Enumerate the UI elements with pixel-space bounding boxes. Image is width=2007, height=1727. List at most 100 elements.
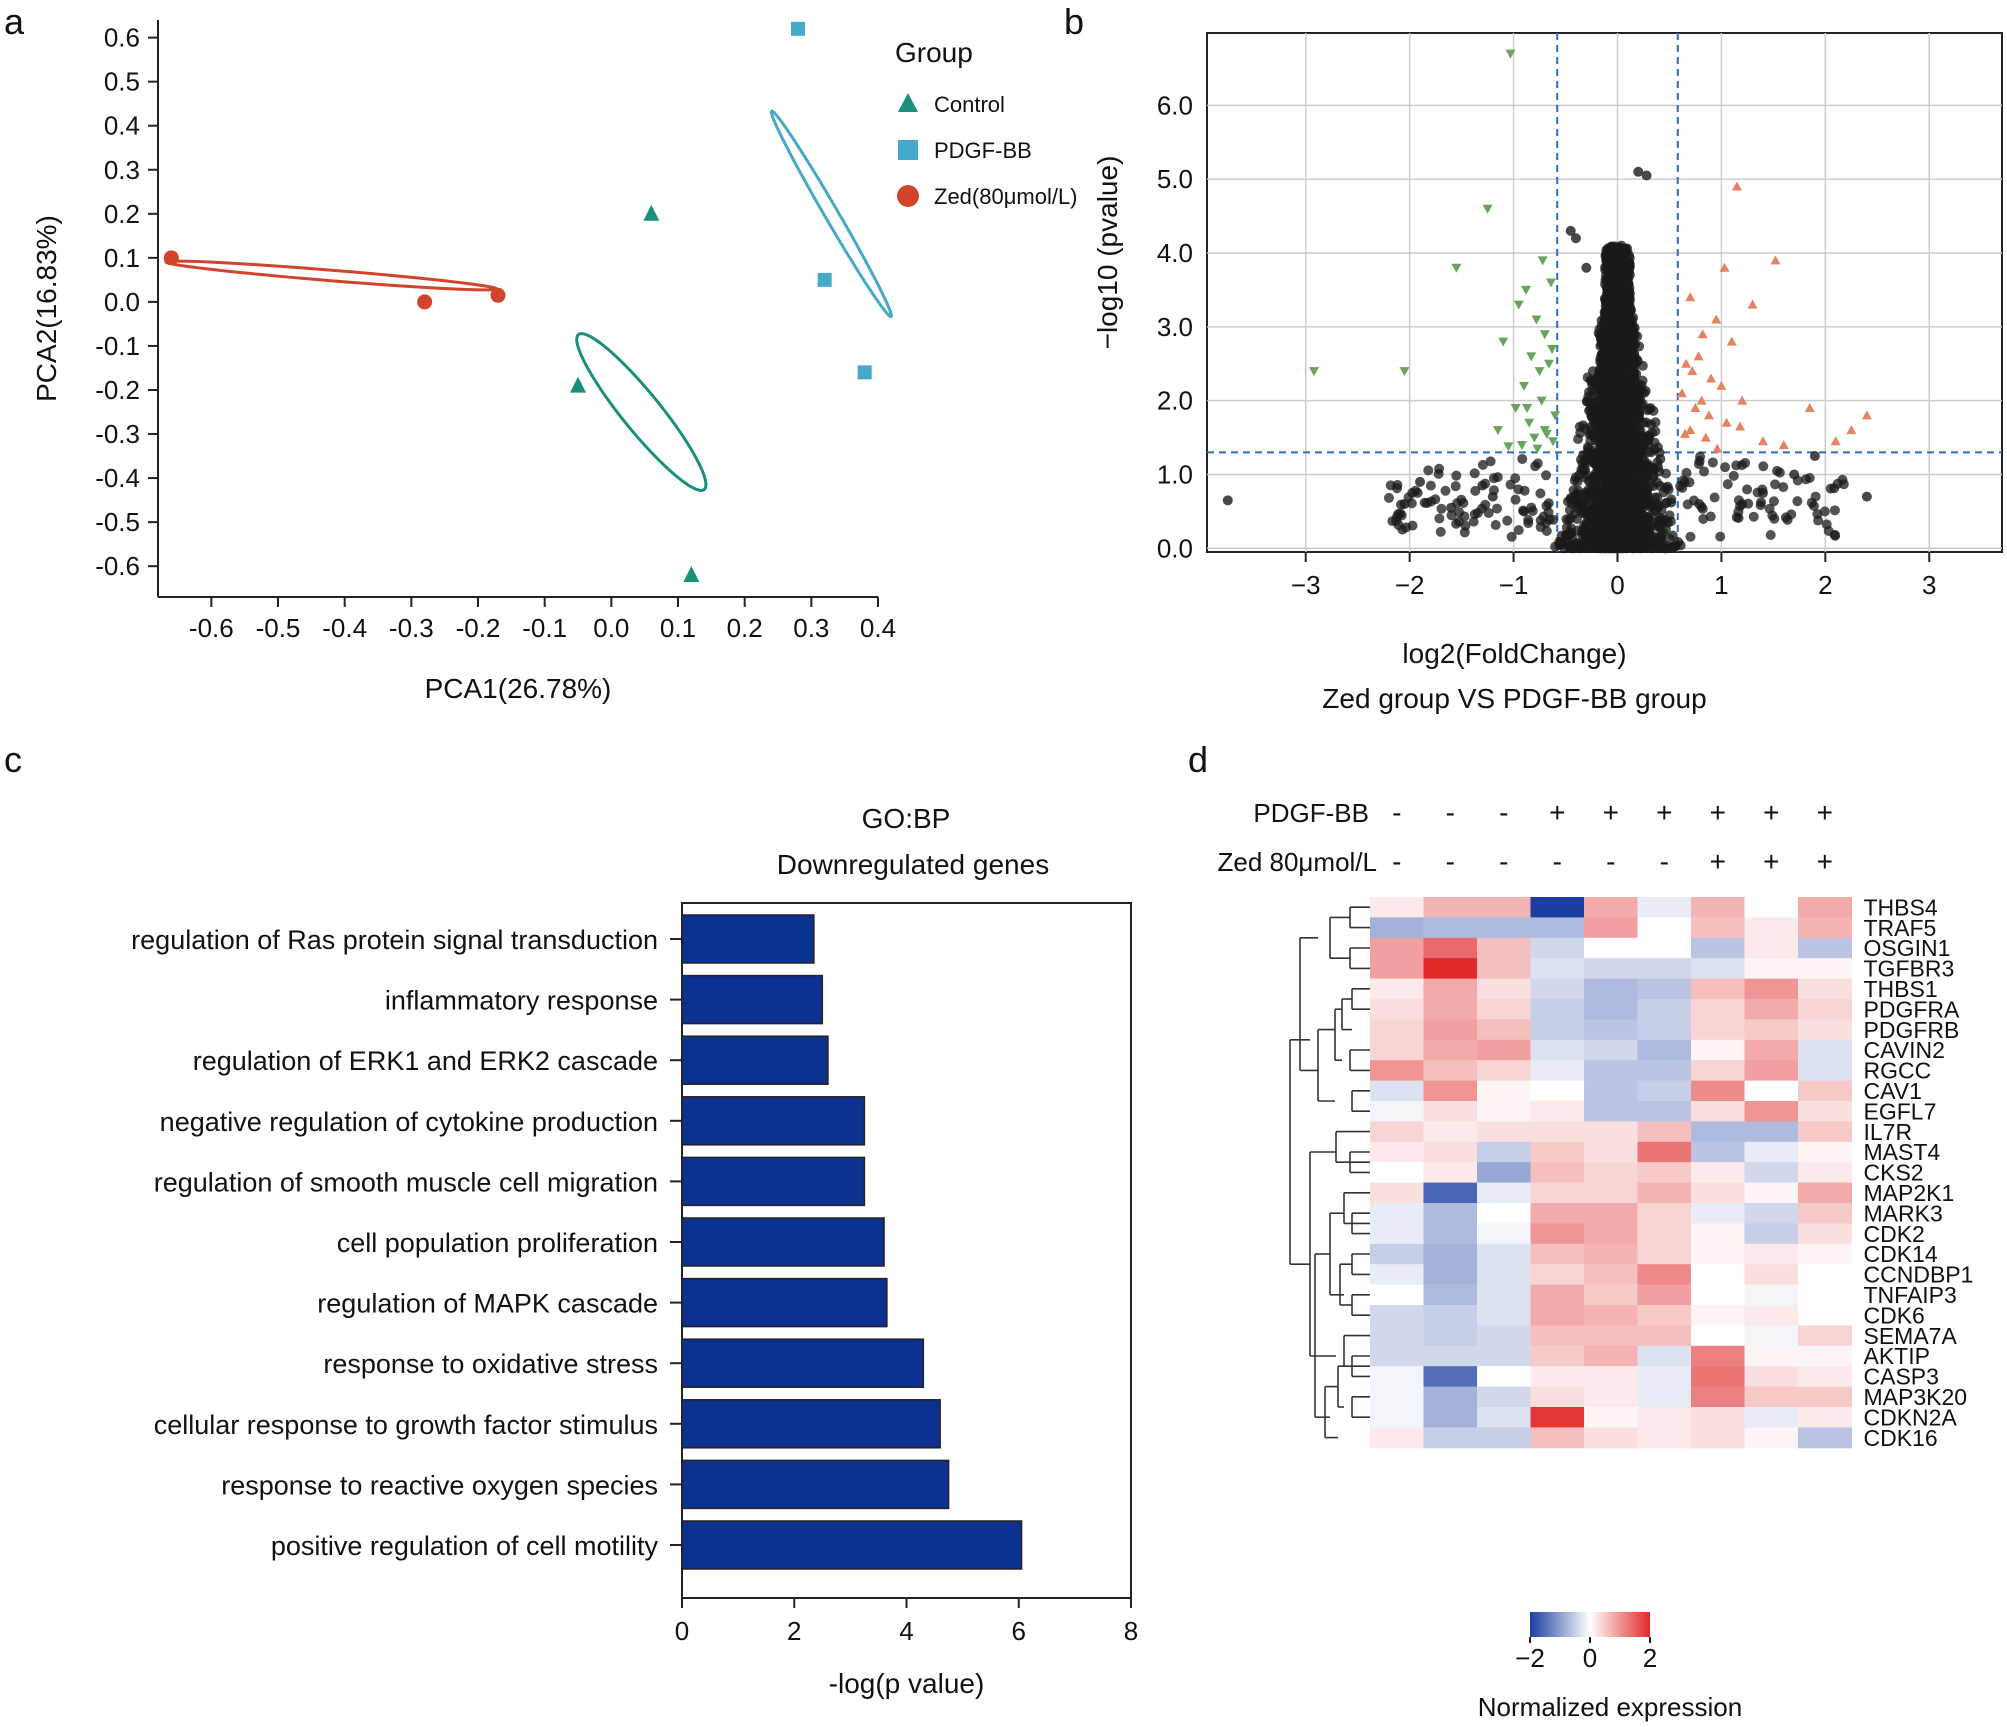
heatmap-cell [1637, 897, 1692, 918]
up-point [1721, 417, 1732, 427]
heatmap-cell [1691, 1427, 1745, 1449]
heatmap-cell [1423, 999, 1478, 1020]
heatmap-cell [1691, 1203, 1745, 1224]
heatmap-cell [1370, 937, 1424, 959]
treatment-sign: + [1710, 846, 1726, 877]
gene-label: MAST4 [1864, 1139, 1941, 1165]
heatmap-cell [1798, 1407, 1852, 1428]
ns-point [1792, 496, 1803, 507]
gene-label: RGCC [1864, 1058, 1932, 1084]
heatmap-cell [1691, 1325, 1745, 1347]
up-point [1711, 314, 1722, 324]
heatmap-cell [1798, 1182, 1852, 1204]
x-tick-label: 8 [1124, 1616, 1138, 1646]
down-point [1543, 359, 1554, 369]
ns-point [1628, 454, 1639, 465]
x-tick-label: -0.5 [256, 613, 301, 643]
panel-label-c: c [4, 739, 22, 780]
ns-point [1628, 312, 1639, 323]
heatmap-cell [1530, 1060, 1585, 1082]
ns-point [1470, 485, 1481, 496]
ns-point [1637, 398, 1648, 409]
colorbar-tick-label: −2 [1515, 1643, 1545, 1673]
heatmap-cell [1584, 1182, 1638, 1204]
y-tick-label: 0.5 [104, 67, 140, 97]
x-tick-label: 0.1 [660, 613, 696, 643]
y-tick-label: -0.4 [95, 463, 140, 493]
heatmap-cell [1691, 1141, 1745, 1163]
y-tick-label: -0.1 [95, 331, 140, 361]
up-point [1712, 443, 1723, 453]
ns-point [1768, 496, 1779, 507]
heatmap-cell [1584, 1366, 1638, 1388]
heatmap-cell [1584, 999, 1638, 1020]
heatmap-cell [1530, 897, 1585, 918]
heatmap-cell [1530, 1182, 1585, 1204]
ns-point [1600, 404, 1611, 415]
ns-point [1543, 507, 1554, 518]
ns-point [1565, 225, 1576, 236]
heatmap-cell [1637, 1325, 1692, 1347]
y-tick-label: -0.3 [95, 419, 140, 449]
x-tick-label: 2 [787, 1616, 801, 1646]
zed-point [417, 294, 433, 310]
down-point [1522, 404, 1533, 414]
heatmap-cell [1530, 1427, 1585, 1449]
ns-point [1634, 507, 1645, 518]
heatmap-cell [1798, 999, 1852, 1020]
heatmap-cell [1798, 917, 1852, 939]
ns-point [1602, 303, 1613, 314]
down-point [1498, 337, 1509, 347]
ns-point [1606, 345, 1617, 356]
ns-point [1631, 482, 1642, 493]
ns-points [1222, 166, 1872, 554]
heatmap-cell [1691, 1101, 1745, 1122]
ns-point [1586, 507, 1597, 518]
ns-point [1575, 454, 1586, 465]
heatmap-cell [1798, 1284, 1852, 1306]
y-tick-label: 0.2 [104, 199, 140, 229]
heatmap-cell [1370, 917, 1424, 939]
ns-point [1410, 485, 1421, 496]
heatmap-cell [1584, 1427, 1638, 1449]
down-point [1529, 433, 1540, 443]
x-axis-label: -log(p value) [829, 1668, 985, 1699]
heatmap-cell [1691, 958, 1745, 980]
x-axis-label: log2(FoldChange) [1402, 638, 1626, 669]
heatmap-cell [1798, 1203, 1852, 1224]
y-axis-label: −log10 (pvalue) [1092, 156, 1123, 350]
heatmap-cell [1423, 937, 1478, 959]
ns-point [1626, 388, 1637, 399]
down-point [1547, 344, 1558, 354]
ns-point [1568, 543, 1579, 554]
panel-label-d: d [1188, 739, 1208, 780]
ns-point [1423, 465, 1434, 476]
down-point [1539, 330, 1550, 340]
heatmap-cell [1477, 1264, 1531, 1286]
ns-point [1765, 529, 1776, 540]
ns-point [1480, 499, 1491, 510]
heatmap-cell [1798, 1223, 1852, 1245]
ns-point [1565, 494, 1576, 505]
ns-point [1618, 344, 1629, 355]
heatmap-cell [1423, 1243, 1478, 1265]
heatmap-cell [1530, 1345, 1585, 1367]
ns-point [1588, 417, 1599, 428]
heatmap-cell [1798, 978, 1852, 1000]
heatmap-cell [1584, 937, 1638, 959]
legend-label: Zed(80μmol/L) [934, 184, 1078, 209]
heatmap-cell [1370, 1223, 1424, 1245]
heatmap-cell [1477, 1366, 1531, 1388]
heatmap-cell [1477, 958, 1531, 980]
heatmap-cell [1744, 1141, 1799, 1163]
heatmap-cell [1584, 1345, 1638, 1367]
panel-label-b: b [1064, 1, 1084, 42]
ns-point [1591, 431, 1602, 442]
heatmap-cell [1477, 978, 1531, 1000]
heatmap-cell [1584, 1101, 1638, 1122]
ns-point [1731, 460, 1742, 471]
go-term-label: regulation of ERK1 and ERK2 cascade [193, 1046, 658, 1076]
treatment-sign: - [1446, 797, 1455, 828]
ns-point [1696, 501, 1707, 512]
heatmap-cell [1370, 1345, 1424, 1367]
